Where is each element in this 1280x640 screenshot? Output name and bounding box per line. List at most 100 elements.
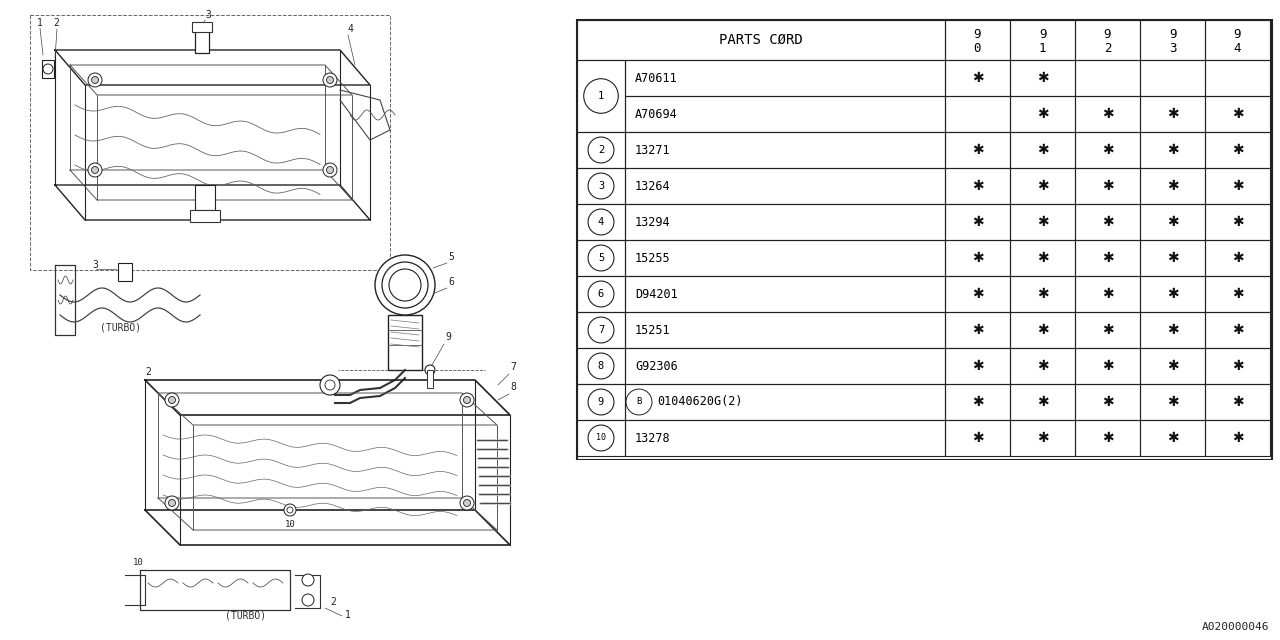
Bar xyxy=(577,240,625,276)
Circle shape xyxy=(165,393,179,407)
Text: 8: 8 xyxy=(598,361,604,371)
Text: 3: 3 xyxy=(598,181,604,191)
Circle shape xyxy=(88,73,102,87)
Circle shape xyxy=(460,496,474,510)
Bar xyxy=(189,210,220,222)
Bar xyxy=(1010,96,1075,132)
Bar xyxy=(1075,384,1140,420)
Text: ✱: ✱ xyxy=(1037,359,1048,373)
Circle shape xyxy=(588,209,614,235)
Text: ✱: ✱ xyxy=(1231,395,1243,409)
Text: 5: 5 xyxy=(448,252,454,262)
Text: A70694: A70694 xyxy=(635,108,677,120)
Text: 9: 9 xyxy=(445,332,451,342)
Bar xyxy=(625,60,945,96)
Circle shape xyxy=(326,166,334,173)
Text: 0: 0 xyxy=(974,42,982,55)
Text: 9: 9 xyxy=(1039,28,1046,40)
Text: (TURBO): (TURBO) xyxy=(225,610,266,620)
Text: 3: 3 xyxy=(205,10,211,20)
Bar xyxy=(1140,60,1204,96)
Text: ✱: ✱ xyxy=(1231,431,1243,445)
Text: ✱: ✱ xyxy=(972,323,983,337)
Bar xyxy=(625,132,945,168)
Circle shape xyxy=(88,163,102,177)
Text: 4: 4 xyxy=(598,217,604,227)
Text: 15255: 15255 xyxy=(635,252,671,264)
Text: ✱: ✱ xyxy=(1102,431,1114,445)
Circle shape xyxy=(91,166,99,173)
Text: ✱: ✱ xyxy=(1231,143,1243,157)
Bar xyxy=(1140,20,1204,60)
Circle shape xyxy=(381,262,428,308)
Bar xyxy=(945,132,1010,168)
Text: G92306: G92306 xyxy=(635,360,677,372)
Text: ✱: ✱ xyxy=(972,287,983,301)
Text: ✱: ✱ xyxy=(1102,143,1114,157)
Bar xyxy=(577,384,625,420)
Text: 9: 9 xyxy=(598,397,604,407)
Bar xyxy=(577,276,625,312)
Circle shape xyxy=(284,504,296,516)
Circle shape xyxy=(588,137,614,163)
Bar xyxy=(945,276,1010,312)
Circle shape xyxy=(626,389,652,415)
Text: ✱: ✱ xyxy=(972,215,983,229)
Circle shape xyxy=(588,281,614,307)
Text: ✱: ✱ xyxy=(972,431,983,445)
Bar xyxy=(118,263,132,281)
Text: ✱: ✱ xyxy=(1037,215,1048,229)
Circle shape xyxy=(323,163,337,177)
Text: ✱: ✱ xyxy=(1102,395,1114,409)
Text: ✱: ✱ xyxy=(1231,359,1243,373)
Text: ✱: ✱ xyxy=(972,251,983,265)
Circle shape xyxy=(165,496,179,510)
Circle shape xyxy=(375,255,435,315)
Circle shape xyxy=(463,397,471,403)
Circle shape xyxy=(44,64,52,74)
Text: ✱: ✱ xyxy=(1102,215,1114,229)
Text: 13271: 13271 xyxy=(635,143,671,157)
Bar xyxy=(1140,132,1204,168)
Bar xyxy=(945,312,1010,348)
Bar xyxy=(1204,420,1270,456)
Circle shape xyxy=(302,574,314,586)
Text: ✱: ✱ xyxy=(1166,179,1179,193)
Circle shape xyxy=(169,499,175,506)
Bar xyxy=(945,420,1010,456)
Text: 8: 8 xyxy=(509,382,516,392)
Text: 2: 2 xyxy=(330,597,335,607)
Text: 7: 7 xyxy=(598,325,604,335)
Circle shape xyxy=(588,173,614,199)
Bar xyxy=(1010,312,1075,348)
Circle shape xyxy=(588,317,614,343)
Text: 5: 5 xyxy=(598,253,604,263)
Text: 3: 3 xyxy=(1169,42,1176,55)
Bar xyxy=(945,96,1010,132)
Bar xyxy=(1075,276,1140,312)
Bar xyxy=(195,28,209,53)
Bar xyxy=(1075,312,1140,348)
Bar xyxy=(577,420,625,456)
Text: ✱: ✱ xyxy=(1166,251,1179,265)
Text: ✱: ✱ xyxy=(1037,323,1048,337)
Bar xyxy=(1204,312,1270,348)
Text: 1: 1 xyxy=(1039,42,1046,55)
Text: ✱: ✱ xyxy=(1037,287,1048,301)
Text: 13264: 13264 xyxy=(635,179,671,193)
Bar xyxy=(1010,60,1075,96)
Bar xyxy=(1075,240,1140,276)
Text: ✱: ✱ xyxy=(1037,143,1048,157)
Text: 10: 10 xyxy=(133,558,143,567)
Circle shape xyxy=(588,245,614,271)
Text: ✱: ✱ xyxy=(1102,287,1114,301)
Bar xyxy=(1140,240,1204,276)
Circle shape xyxy=(323,73,337,87)
Text: 6: 6 xyxy=(598,289,604,299)
Bar xyxy=(1204,204,1270,240)
Bar xyxy=(625,168,945,204)
Bar xyxy=(1204,168,1270,204)
Bar xyxy=(1010,276,1075,312)
Bar xyxy=(625,420,945,456)
Bar xyxy=(1140,168,1204,204)
